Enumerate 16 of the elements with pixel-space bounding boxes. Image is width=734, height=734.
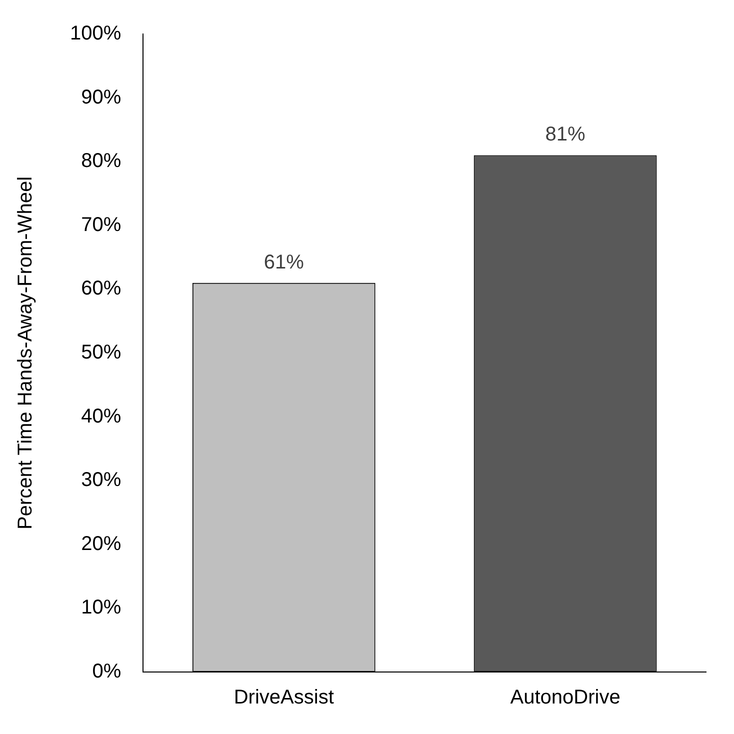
y-tick-label: 0% [92, 660, 122, 683]
y-tick-label: 30% [81, 469, 122, 492]
y-tick-label: 100% [70, 22, 122, 45]
x-tick-label: AutonoDrive [510, 686, 620, 709]
y-axis-title: Percent Time Hands-Away-From-Wheel [14, 176, 37, 530]
y-tick-label: 90% [81, 86, 122, 108]
y-tick-label: 70% [81, 214, 122, 236]
y-tick-label: 40% [81, 405, 122, 428]
y-tick-label: 60% [81, 278, 122, 300]
y-tick-label: 80% [81, 150, 122, 172]
x-tick-label: DriveAssist [234, 686, 334, 709]
data-label: 81% [545, 124, 586, 146]
data-label: 61% [264, 251, 304, 274]
y-tick-label: 10% [81, 596, 122, 619]
y-tick-label: 50% [81, 342, 122, 364]
y-tick-label: 20% [81, 532, 122, 555]
